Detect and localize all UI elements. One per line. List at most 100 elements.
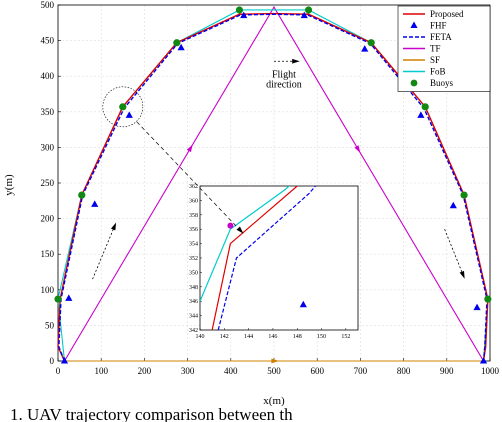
buoy-marker (78, 191, 86, 199)
y-tick-label: 0 (50, 356, 55, 366)
x-tick-label: 200 (138, 366, 152, 376)
fhf-marker (361, 45, 369, 52)
y-tick-label: 300 (41, 142, 55, 152)
inset-x-tick-label: 142 (220, 334, 229, 340)
tf-arrow-up (186, 144, 193, 153)
inset-y-tick-label: 360 (189, 198, 198, 204)
fhf-marker (125, 111, 133, 118)
legend-item-sf: SF (403, 55, 440, 65)
inset-x-tick-label: 144 (244, 334, 253, 340)
flight-arrow-head (292, 58, 300, 64)
inset-series-tf (248, 186, 251, 187)
zoom-leader (136, 121, 239, 229)
y-tick-label: 500 (41, 0, 55, 10)
caption-fragment: 1. UAV trajectory comparison between th (10, 405, 293, 422)
series-tf (64, 6, 484, 362)
legend-label-buoys: Buoys (430, 78, 454, 88)
markers-layer (54, 6, 492, 364)
inset-y-tick-label: 356 (189, 227, 198, 233)
y-tick-label: 450 (41, 36, 55, 46)
fhf-marker (91, 200, 99, 207)
x-axis-label: x(m) (263, 395, 285, 407)
legend-label-fhf: FHF (430, 21, 447, 31)
inset-y-tick-label: 358 (189, 213, 198, 219)
legend-label-tf: TF (430, 44, 441, 54)
inset-series-feta (217, 186, 317, 330)
y-tick-label: 350 (41, 107, 55, 117)
legend-label-proposed: Proposed (430, 9, 464, 19)
inset-y-tick-label: 352 (189, 256, 198, 262)
legend-item-fhf: FHF (410, 21, 447, 31)
inset-fhf-marker (299, 300, 307, 308)
fhf-marker (240, 11, 248, 19)
legend-item-tf: TF (403, 44, 441, 54)
sf-arrow (271, 358, 279, 364)
inset-y-tick-label: 344 (189, 314, 198, 320)
zoom-circle (102, 86, 144, 128)
tf-arrow-down (354, 145, 361, 153)
inset-x-tick-label: 150 (317, 334, 326, 340)
legend-item-fob: FoB (403, 67, 446, 77)
legend-item-feta: FETA (403, 32, 452, 42)
legend-label-fob: FoB (430, 67, 446, 77)
series-proposed (57, 12, 489, 362)
inset-series-layer (200, 186, 317, 330)
fhf-marker (473, 303, 481, 311)
inset-frame (199, 185, 359, 331)
inset-x-tick-label: 152 (341, 334, 350, 340)
x-tick-label: 400 (224, 366, 238, 376)
zoom-leader-head (236, 226, 244, 234)
right-direction-arrow (444, 229, 463, 273)
series-feta (58, 13, 488, 362)
annotation-line-2: direction (266, 80, 302, 91)
inset-y-tick-label: 362 (189, 184, 198, 190)
y-ticks: 0 50 100 150 200 250 300 350 400 450 500 (41, 0, 61, 366)
legend-item-buoys: Buoys (410, 78, 454, 88)
x-tick-label: 800 (397, 366, 411, 376)
y-tick-label: 50 (45, 320, 55, 330)
x-ticks: 0 100 200 300 400 500 600 700 800 900 1000 (56, 358, 500, 376)
series-layer (57, 6, 489, 364)
inset-x-tick-label: 140 (196, 334, 205, 340)
inset-series-fob (200, 186, 291, 302)
grid (57, 4, 491, 362)
y-tick-label: 200 (41, 214, 55, 224)
legend-item-proposed: Proposed (403, 9, 464, 19)
x-tick-label: 0 (56, 366, 61, 376)
inset-buoy-marker (227, 222, 234, 229)
inset-x-tick-label: 148 (293, 334, 302, 340)
inset-x-tick-label: 146 (268, 334, 277, 340)
x-tick-label: 600 (310, 366, 324, 376)
buoy-marker (367, 39, 375, 47)
legend-label-sf: SF (430, 55, 440, 65)
buoy-marker (119, 103, 127, 111)
legend-swatch-fhf (410, 21, 418, 28)
inset-series-proposed (211, 186, 299, 330)
buoy-marker (173, 39, 181, 47)
legend-swatch-buoys (410, 79, 418, 87)
fhf-marker (417, 111, 425, 118)
fhf-marker (479, 357, 488, 364)
inset-zoom: 342 344 346 348 350 352 354 356 358 360 362 140 142 1… (189, 184, 359, 340)
buoy-marker (235, 6, 244, 14)
left-direction-arrow (92, 229, 114, 280)
y-tick-label: 400 (41, 71, 55, 81)
x-tick-label: 700 (354, 366, 368, 376)
x-tick-label: 100 (94, 366, 108, 376)
buoy-marker (421, 103, 429, 111)
inset-y-tick-label: 350 (189, 270, 198, 276)
fhf-marker (177, 43, 185, 51)
buoy-marker (460, 191, 468, 199)
annotation-line-1: Flight (272, 70, 296, 81)
x-tick-label: 1000 (481, 366, 500, 376)
x-tick-label: 500 (267, 366, 281, 376)
y-tick-label: 100 (41, 285, 55, 295)
y-tick-label: 250 (41, 178, 55, 188)
y-axis-label: y(m) (3, 174, 15, 196)
fhf-marker (300, 11, 308, 19)
buoy-marker (484, 295, 492, 303)
inset-y-tick-label: 346 (189, 299, 198, 305)
